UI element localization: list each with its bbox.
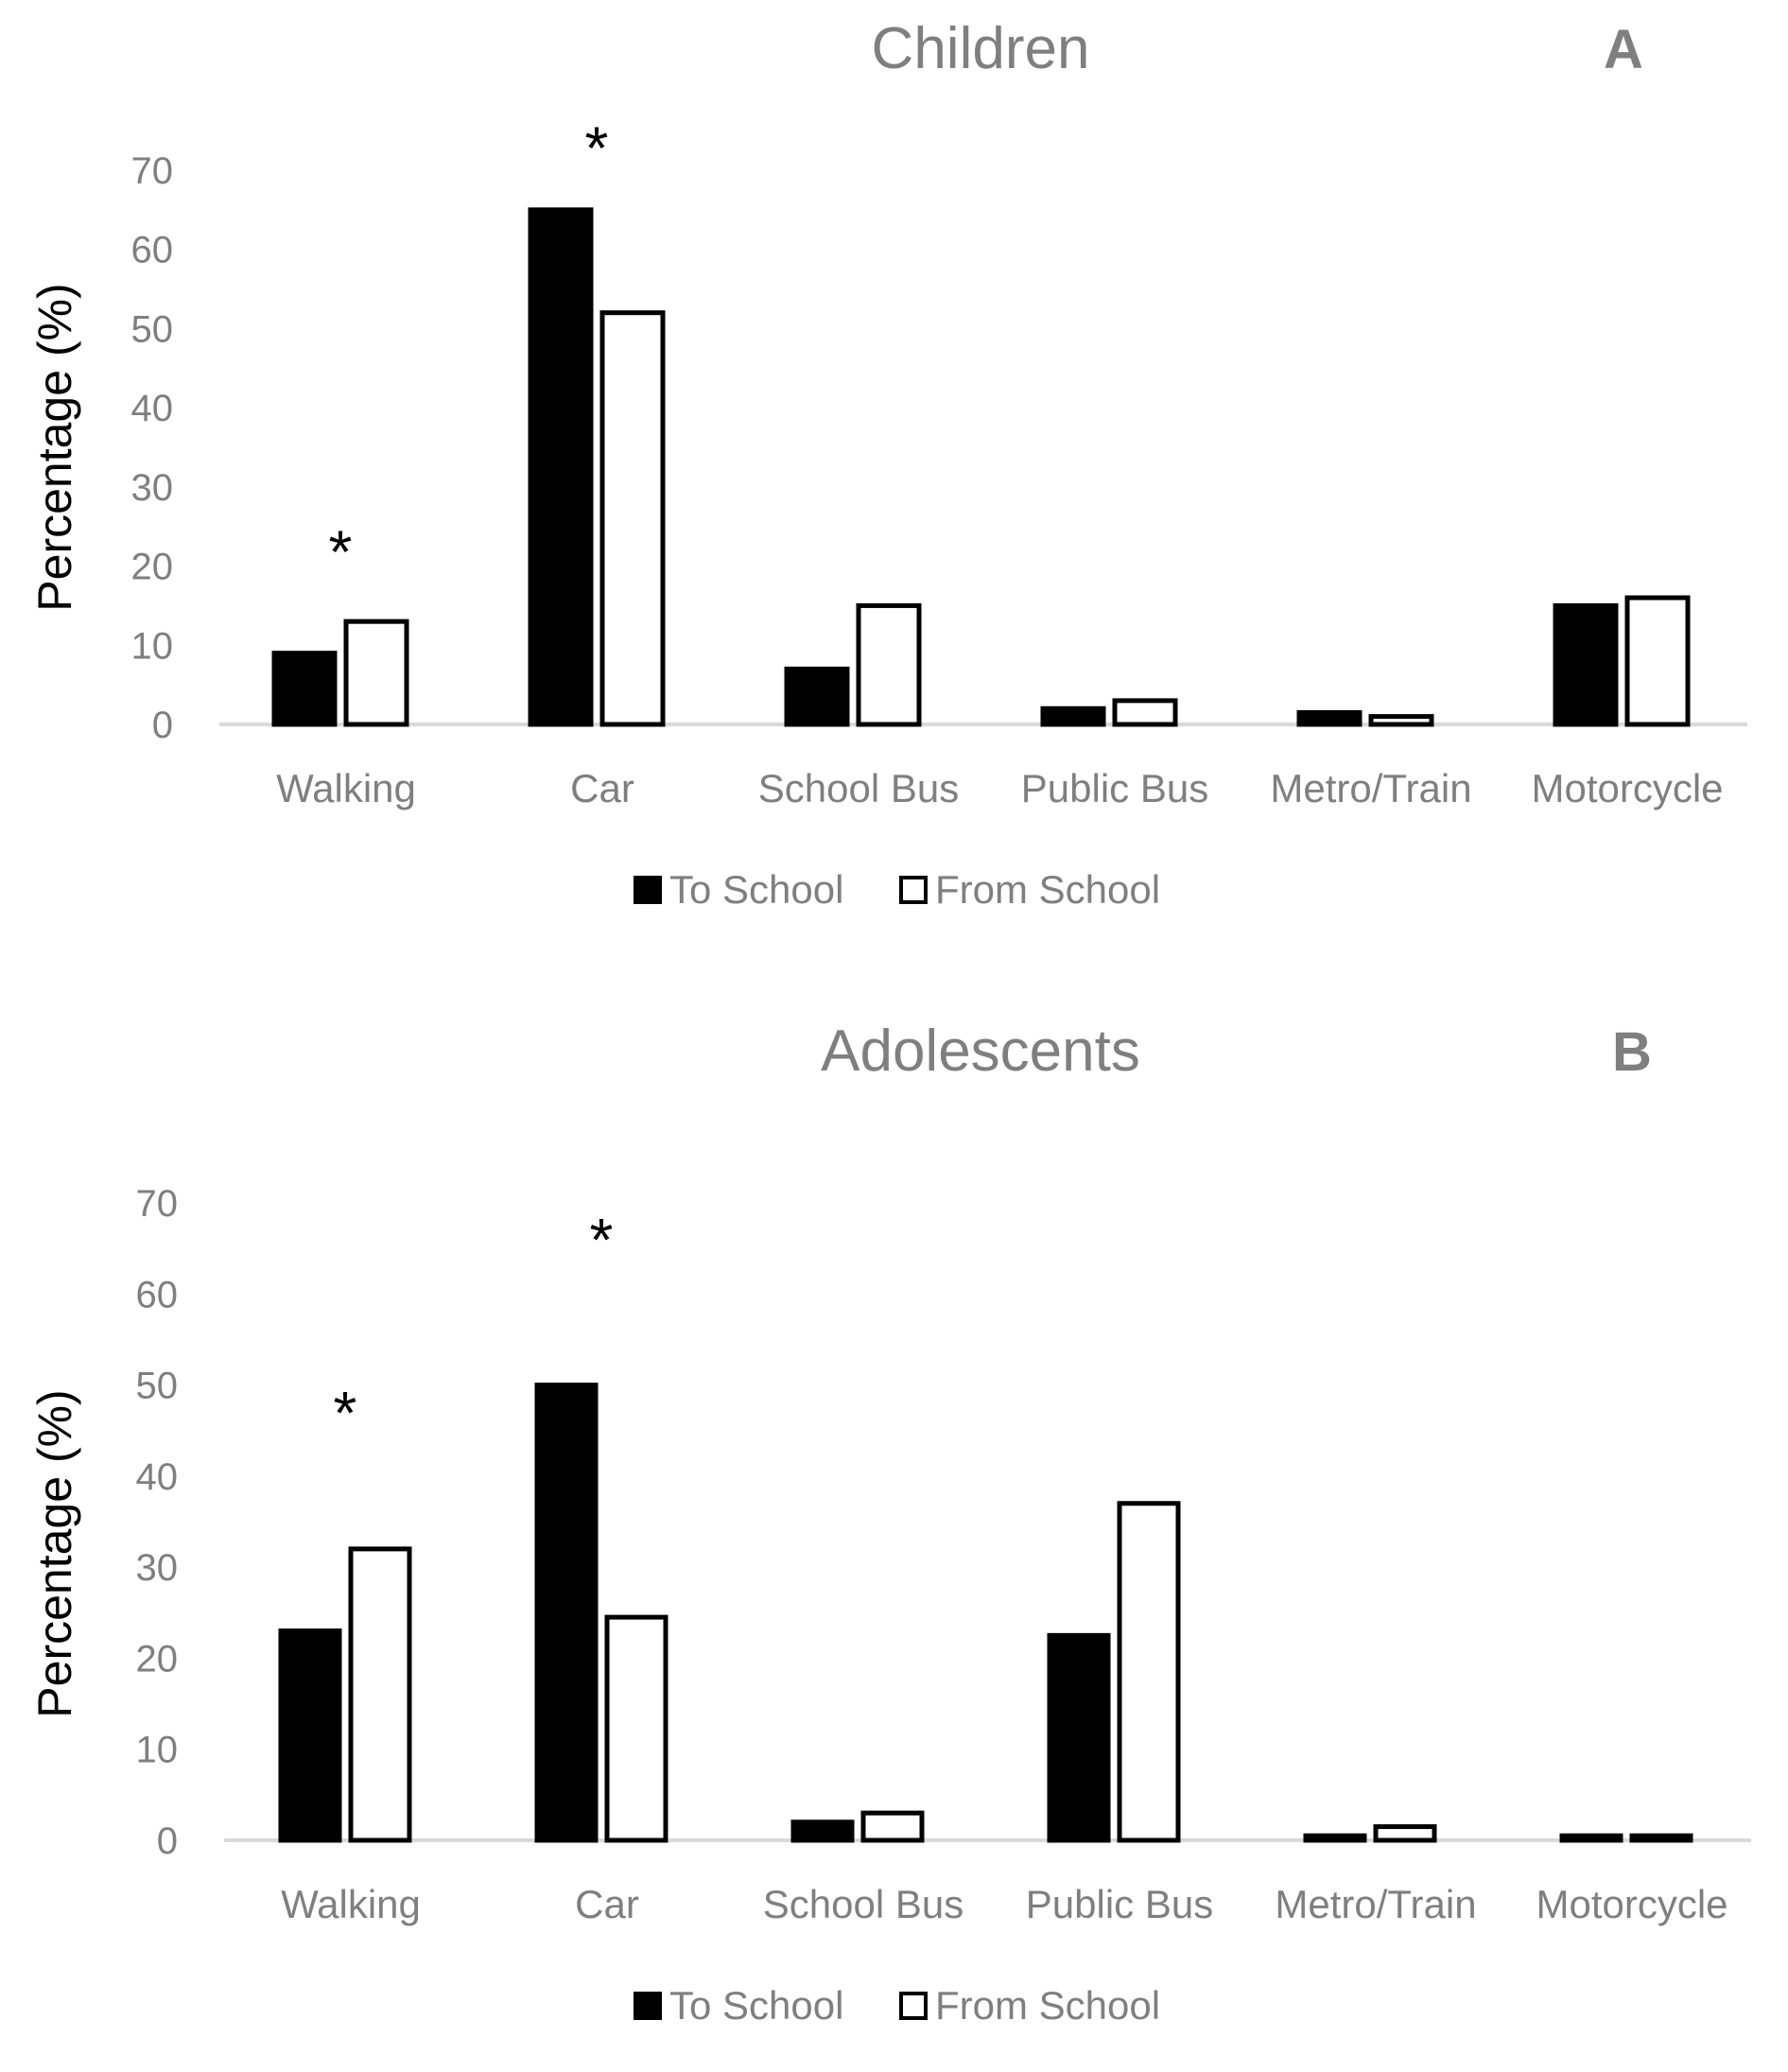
y-tick-label: 40	[131, 388, 174, 429]
x-tick-label: Metro/Train	[1275, 1882, 1476, 1926]
legend-swatch-from-school	[899, 876, 928, 904]
legend-label: From School	[935, 867, 1160, 912]
legend-label: To School	[669, 1983, 843, 2028]
bar-to-school	[1553, 602, 1619, 727]
y-tick-label: 60	[136, 1274, 179, 1315]
y-tick-label: 70	[136, 1183, 179, 1225]
y-axis-label: Percentage (%)	[28, 1389, 81, 1717]
bar-to-school	[1047, 1632, 1111, 1843]
bar-to-school	[1303, 1833, 1367, 1843]
chart-title: Children	[872, 16, 1090, 81]
bar-to-school	[1559, 1833, 1623, 1843]
significance-marker: *	[334, 1379, 357, 1447]
bar-to-school	[1040, 705, 1106, 727]
y-tick-label: 30	[131, 467, 174, 509]
bar-from-school	[1112, 698, 1178, 727]
significance-marker: *	[329, 517, 353, 585]
x-tick-label: Motorcycle	[1536, 1882, 1727, 1926]
y-tick-label: 10	[136, 1730, 179, 1771]
legend-label: From School	[935, 1983, 1160, 2028]
y-tick-label: 60	[131, 230, 174, 271]
panel-label: A	[1604, 19, 1643, 80]
bar-from-school	[856, 602, 922, 727]
bar-to-school	[278, 1628, 342, 1843]
bar-from-school	[348, 1546, 412, 1843]
x-tick-label: Car	[575, 1882, 639, 1926]
bar-from-school	[860, 1810, 925, 1843]
x-tick-label: School Bus	[763, 1882, 963, 1926]
bar-to-school	[271, 651, 338, 727]
y-tick-label: 40	[136, 1456, 179, 1498]
bar-from-school	[1373, 1824, 1437, 1843]
x-tick-label: Motorcycle	[1531, 766, 1723, 810]
y-axis-label: Percentage (%)	[28, 283, 81, 611]
panel-label: B	[1612, 1021, 1652, 1083]
y-tick-label: 50	[136, 1366, 179, 1407]
bar-from-school	[343, 618, 409, 727]
y-tick-label: 50	[131, 308, 174, 350]
bar-to-school	[534, 1383, 599, 1843]
legend-swatch-to-school	[634, 1992, 662, 2020]
y-tick-label: 0	[157, 1820, 178, 1862]
bar-from-school	[599, 310, 666, 727]
x-tick-label: School Bus	[758, 766, 959, 810]
bar-from-school	[1624, 595, 1691, 727]
x-tick-label: Metro/Train	[1270, 766, 1471, 810]
bar-from-school	[1629, 1833, 1693, 1843]
legend-label: To School	[669, 867, 843, 912]
bar-to-school	[790, 1820, 855, 1843]
bar-to-school	[1296, 709, 1363, 727]
x-tick-label: Walking	[281, 1882, 421, 1926]
bar-to-school	[784, 666, 850, 727]
significance-marker: *	[585, 114, 609, 183]
bar-to-school	[528, 207, 594, 727]
legend-swatch-from-school	[899, 1992, 928, 2020]
bar-from-school	[1117, 1501, 1181, 1843]
legend-swatch-to-school	[634, 876, 662, 904]
y-tick-label: 20	[136, 1638, 179, 1680]
x-tick-label: Walking	[276, 766, 416, 810]
x-tick-label: Public Bus	[1021, 766, 1208, 810]
y-tick-label: 10	[131, 625, 174, 667]
x-tick-label: Car	[570, 766, 634, 810]
y-tick-label: 30	[136, 1547, 179, 1589]
significance-marker: *	[590, 1206, 614, 1274]
chart-title: Adolescents	[821, 1019, 1140, 1084]
x-tick-label: Public Bus	[1026, 1882, 1213, 1926]
bar-from-school	[604, 1614, 668, 1843]
bar-from-school	[1368, 714, 1434, 727]
y-tick-label: 0	[152, 705, 173, 746]
y-tick-label: 70	[131, 150, 174, 192]
y-tick-label: 20	[131, 547, 174, 588]
